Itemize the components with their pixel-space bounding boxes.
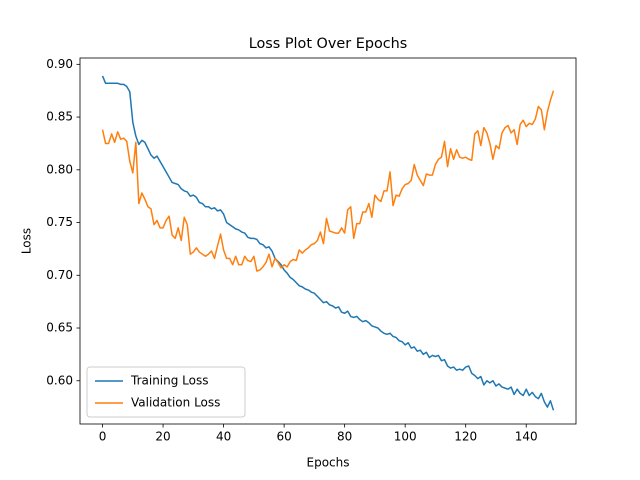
legend-label: Training Loss [130, 374, 208, 388]
y-tick-label: 0.65 [46, 321, 73, 335]
x-tick-label: 40 [216, 430, 231, 444]
axes-frame [79, 57, 577, 425]
legend-label: Validation Loss [131, 396, 220, 410]
y-tick-label: 0.80 [46, 162, 73, 176]
y-tick-label: 0.75 [46, 215, 73, 229]
y-tick-label: 0.90 [46, 57, 73, 71]
x-tick-label: 120 [454, 430, 477, 444]
y-tick-label: 0.60 [46, 373, 73, 387]
x-tick-label: 20 [155, 430, 170, 444]
y-tick-label: 0.85 [46, 110, 73, 124]
x-tick-label: 100 [394, 430, 417, 444]
y-tick-label: 0.70 [46, 268, 73, 282]
line-series [101, 75, 555, 411]
x-tick-label: 60 [276, 430, 291, 444]
x-tick-label: 140 [515, 430, 538, 444]
x-tick-label: 0 [99, 430, 107, 444]
chart-title: Loss Plot Over Epochs [249, 36, 408, 52]
line-series [101, 90, 555, 272]
legend-box [86, 366, 246, 418]
y-axis-label: Loss [20, 228, 34, 254]
x-tick-label: 80 [337, 430, 352, 444]
x-axis-label: Epochs [307, 456, 350, 470]
